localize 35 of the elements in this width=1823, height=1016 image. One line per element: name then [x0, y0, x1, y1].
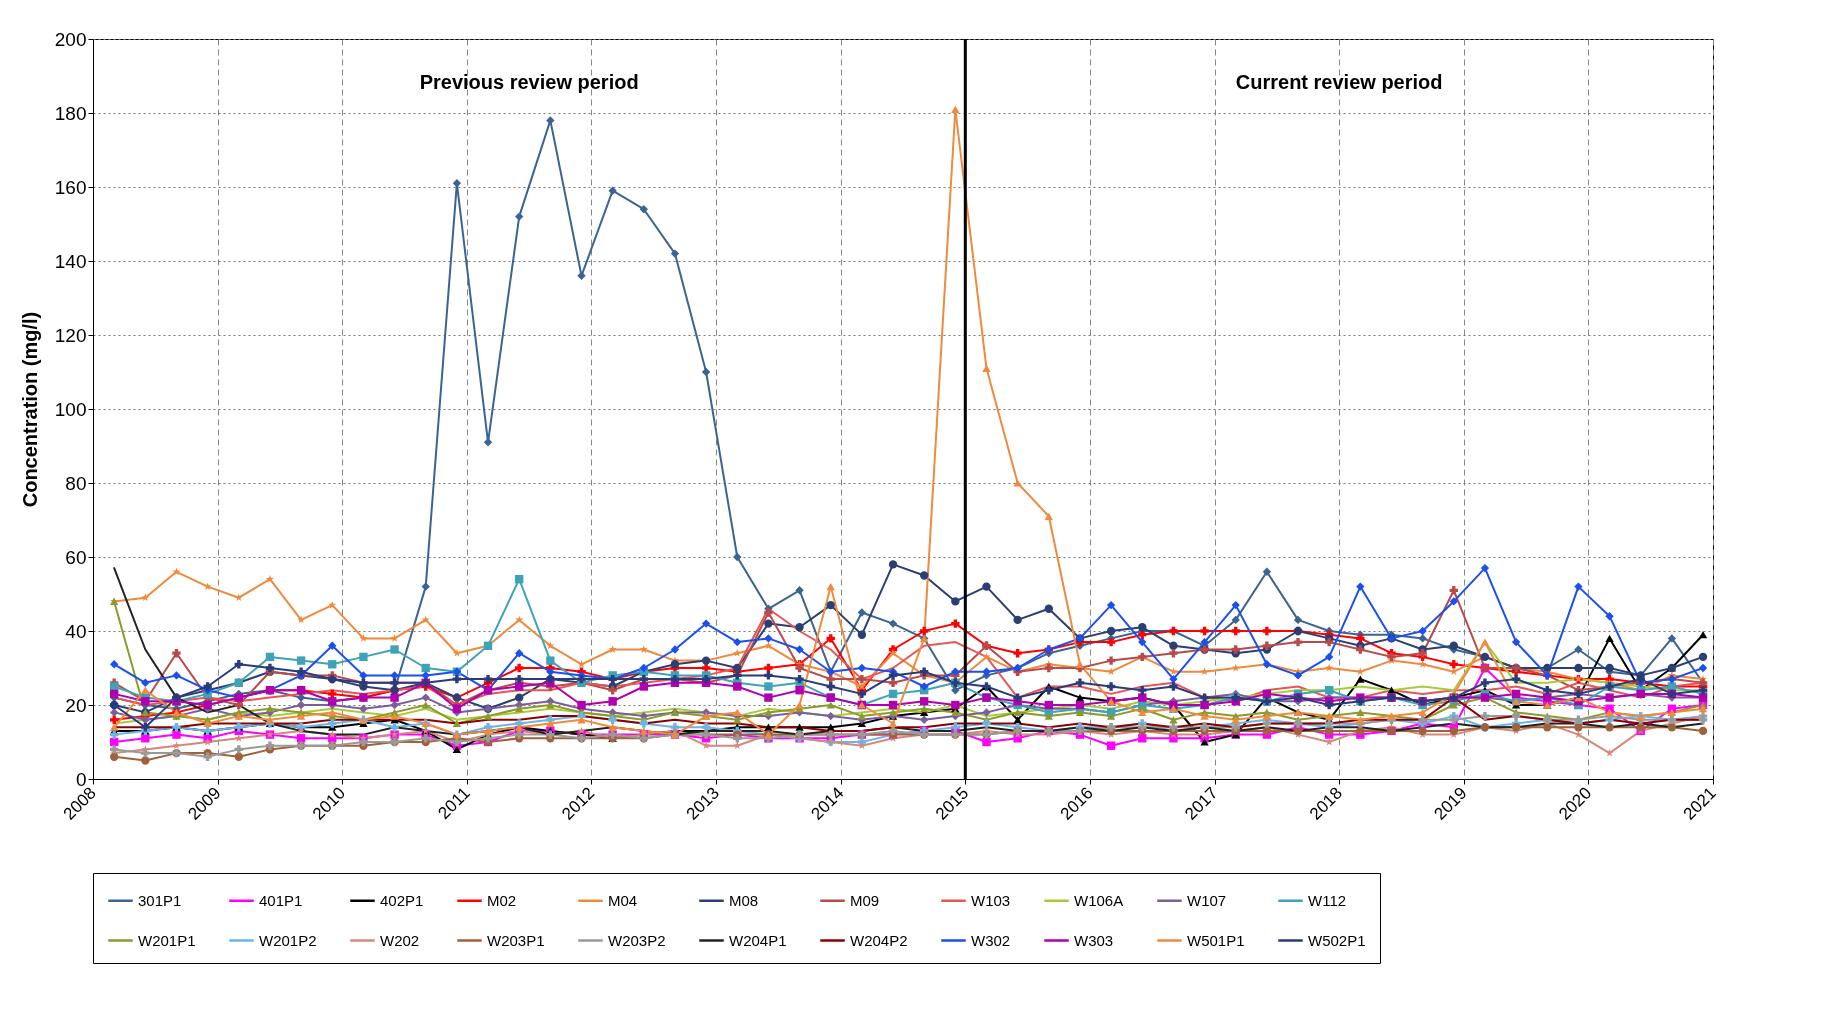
legend-label: W501P1: [1187, 931, 1245, 949]
legend-label: W204P1: [729, 931, 787, 949]
legend-label: 401P1: [259, 891, 303, 909]
legend-label: W107: [1187, 891, 1227, 909]
y-tick-label: 180: [54, 102, 87, 124]
legend-label: W103: [971, 891, 1011, 909]
legend-label: M09: [850, 891, 880, 909]
y-tick-label: 200: [54, 28, 87, 50]
y-tick-label: 20: [65, 694, 87, 716]
legend-label: W201P2: [259, 931, 317, 949]
legend-label: M02: [487, 891, 517, 909]
y-tick-label: 80: [65, 472, 87, 494]
y-tick-label: 40: [65, 620, 87, 642]
legend-label: W203P2: [608, 931, 666, 949]
legend-label: W201P1: [138, 931, 196, 949]
y-tick-label: 100: [54, 398, 87, 420]
legend-label: 301P1: [138, 891, 182, 909]
y-tick-label: 160: [54, 176, 87, 198]
legend-label: W204P2: [850, 931, 908, 949]
legend-label: W502P1: [1308, 931, 1366, 949]
legend-label: W303: [1074, 931, 1114, 949]
y-tick-label: 60: [65, 546, 87, 568]
legend-label: W202: [380, 931, 420, 949]
legend-label: W112: [1308, 891, 1347, 909]
legend-label: M08: [729, 891, 759, 909]
y-tick-label: 140: [54, 250, 87, 272]
annotation: Previous review period: [419, 71, 639, 94]
legend-label: W302: [971, 931, 1011, 949]
y-axis-title: Concentration (mg/l): [18, 311, 41, 508]
y-tick-label: 120: [54, 324, 87, 346]
legend-label: W203P1: [487, 931, 545, 949]
annotation: Current review period: [1235, 71, 1443, 94]
legend-label: W106A: [1074, 891, 1124, 909]
legend-label: M04: [608, 891, 638, 909]
legend-label: 402P1: [380, 891, 424, 909]
